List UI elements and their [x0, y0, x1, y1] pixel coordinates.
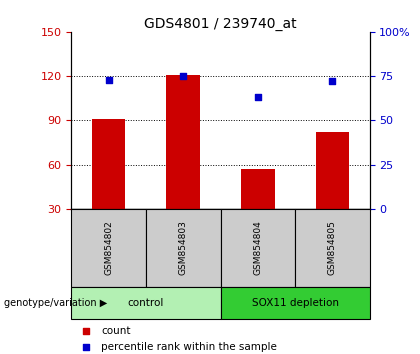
- Text: SOX11 depletion: SOX11 depletion: [252, 298, 339, 308]
- Bar: [71, 209, 146, 287]
- Point: [255, 95, 261, 100]
- Point: [180, 73, 186, 79]
- Bar: [295, 209, 370, 287]
- Text: percentile rank within the sample: percentile rank within the sample: [101, 342, 277, 352]
- Text: count: count: [101, 326, 131, 336]
- Text: control: control: [128, 298, 164, 308]
- Point: [353, 124, 360, 130]
- Bar: [315, 132, 349, 209]
- Point: [105, 77, 112, 82]
- Text: GSM854804: GSM854804: [253, 221, 262, 275]
- Text: GSM854805: GSM854805: [328, 220, 337, 275]
- Bar: [220, 209, 295, 287]
- Bar: [71, 287, 220, 319]
- Point: [353, 269, 360, 275]
- Text: GSM854803: GSM854803: [179, 220, 188, 275]
- Point: [329, 79, 336, 84]
- Title: GDS4801 / 239740_at: GDS4801 / 239740_at: [144, 17, 297, 31]
- Text: GSM854802: GSM854802: [104, 221, 113, 275]
- Bar: [220, 287, 370, 319]
- Bar: [166, 75, 200, 209]
- Text: genotype/variation ▶: genotype/variation ▶: [4, 298, 108, 308]
- Bar: [241, 169, 275, 209]
- Bar: [92, 119, 126, 209]
- Bar: [146, 209, 220, 287]
